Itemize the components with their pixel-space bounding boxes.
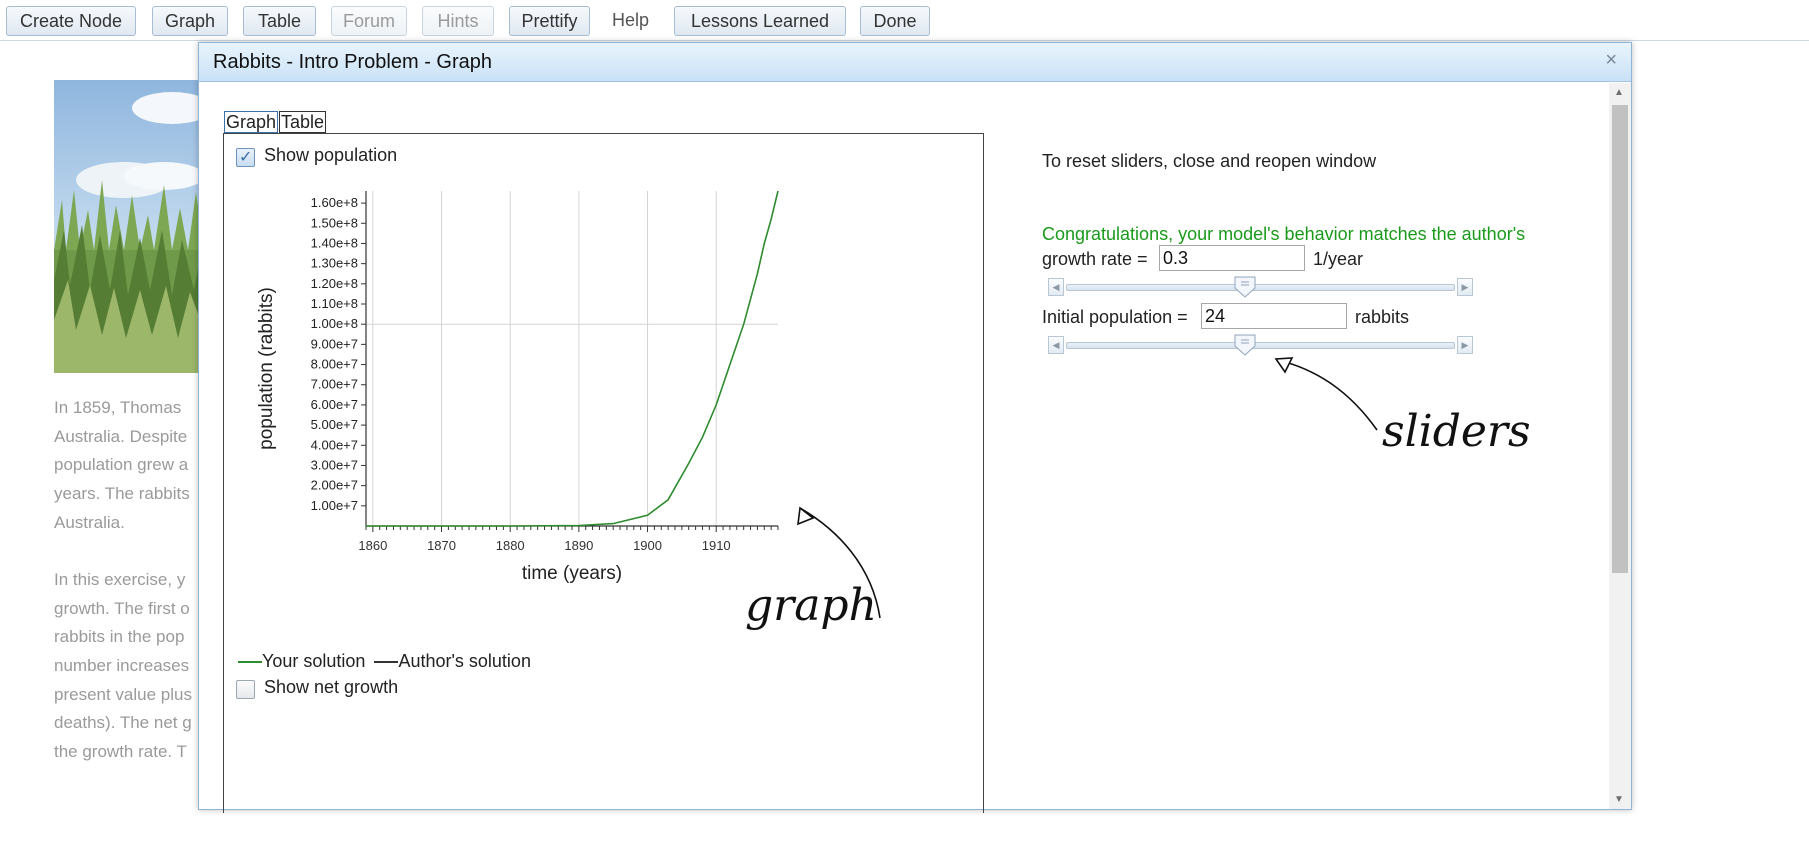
graph-arrow xyxy=(799,507,881,619)
exercise-line: In this exercise, y xyxy=(54,570,186,589)
exercise-line: growth. The first o xyxy=(54,598,190,618)
graph-button[interactable]: Graph xyxy=(152,6,228,36)
dialog-title: Rabbits - Intro Problem - Graph xyxy=(213,51,492,73)
initial-population-unit: rabbits xyxy=(1355,307,1410,327)
intro-line: population grew a xyxy=(54,455,189,475)
slider-right-arrow-icon[interactable]: ▶ xyxy=(1457,336,1473,354)
initial-population-input[interactable] xyxy=(1201,303,1347,329)
y-tick-label: 5.00e+7 xyxy=(311,417,358,432)
your-solution-line xyxy=(366,190,779,527)
scroll-down-arrow-icon[interactable]: ▼ xyxy=(1614,794,1624,805)
y-tick-label: 6.00e+7 xyxy=(311,397,358,412)
x-tick-label: 1870 xyxy=(427,538,456,553)
show-net-growth-label: Show net growth xyxy=(264,677,399,697)
y-tick-label: 3.00e+7 xyxy=(311,457,358,472)
prettify-button[interactable]: Prettify xyxy=(509,6,590,36)
legend-your-solution: Your solution xyxy=(262,651,366,671)
your-solution-swatch xyxy=(238,661,262,664)
slider-left-arrow-icon[interactable]: ◀ xyxy=(1048,278,1064,296)
create-node-button[interactable]: Create Node xyxy=(6,6,136,36)
exercise-line: rabbits in the pop xyxy=(54,627,185,647)
vertical-scrollbar[interactable]: ▲ ▼ xyxy=(1609,83,1631,809)
growth-rate-label: growth rate = xyxy=(1042,249,1148,269)
sliders-annotation: sliders xyxy=(1382,406,1531,457)
tab-table[interactable]: Table xyxy=(279,111,327,133)
y-tick-label: 1.40e+8 xyxy=(311,235,358,250)
table-button[interactable]: Table xyxy=(243,6,316,36)
x-tick-label: 1890 xyxy=(564,538,593,553)
slider-right-arrow-icon[interactable]: ▶ xyxy=(1457,278,1473,296)
exercise-line: present value plus xyxy=(54,684,192,704)
y-tick-label: 1.00e+8 xyxy=(311,316,358,331)
dialog-titlebar[interactable]: Rabbits - Intro Problem - Graph × xyxy=(199,43,1631,82)
close-icon[interactable]: × xyxy=(1605,49,1617,71)
scroll-up-arrow-icon[interactable]: ▲ xyxy=(1614,87,1624,98)
exercise-line: number increases xyxy=(54,656,190,676)
sliders-arrow xyxy=(1277,359,1378,431)
rabbit-photo xyxy=(54,80,204,373)
growth-rate-input[interactable] xyxy=(1159,245,1305,271)
lessons-learned-button[interactable]: Lessons Learned xyxy=(674,6,846,36)
exercise-paragraph: In this exercise, y growth. The first o … xyxy=(54,566,204,767)
x-tick-label: 1900 xyxy=(633,538,662,553)
top-toolbar: Create Node Graph Table Forum Hints Pret… xyxy=(0,0,1809,41)
x-tick-label: 1880 xyxy=(496,538,525,553)
y-tick-label: 8.00e+7 xyxy=(311,357,358,372)
y-tick-label: 1.60e+8 xyxy=(311,195,358,210)
y-tick-label: 7.00e+7 xyxy=(311,377,358,392)
help-link[interactable]: Help xyxy=(612,10,650,30)
checkmark-icon: ✓ xyxy=(239,149,253,166)
y-tick-label: 1.30e+8 xyxy=(311,256,358,271)
x-axis-title: time (years) xyxy=(522,563,622,584)
growth-rate-slider[interactable]: ◀ ▶ xyxy=(1048,276,1473,298)
y-tick-label: 2.00e+7 xyxy=(311,478,358,493)
forum-button[interactable]: Forum xyxy=(331,6,407,36)
legend-author-solution: Author's solution xyxy=(398,651,531,671)
intro-line: Australia. xyxy=(54,512,125,532)
intro-line: In 1859, Thomas xyxy=(54,398,182,417)
y-axis-title: population (rabbits) xyxy=(256,287,277,450)
y-tick-label: 1.20e+8 xyxy=(311,276,358,291)
slider-thumb-icon[interactable] xyxy=(1234,334,1256,356)
y-tick-label: 4.00e+7 xyxy=(311,437,358,452)
x-tick-label: 1910 xyxy=(702,538,731,553)
slider-left-arrow-icon[interactable]: ◀ xyxy=(1048,336,1064,354)
slider-track[interactable] xyxy=(1066,284,1455,291)
done-button[interactable]: Done xyxy=(860,6,930,36)
author-solution-swatch xyxy=(374,661,399,664)
graph-panel: ✓ Show population 1860 1870 1880 1890 1900 19… xyxy=(223,133,984,813)
initial-population-slider[interactable]: ◀ ▶ xyxy=(1048,334,1473,356)
success-message: Congratulations, your model's behavior m… xyxy=(1042,224,1526,244)
tab-graph[interactable]: Graph xyxy=(224,111,279,133)
graph-arrowhead-icon xyxy=(797,506,815,526)
exercise-line: the growth rate. T xyxy=(54,742,187,762)
y-tick-label: 9.00e+7 xyxy=(311,336,358,351)
slider-track[interactable] xyxy=(1066,342,1455,349)
initial-population-label: Initial population = xyxy=(1042,307,1188,327)
intro-line: years. The rabbits xyxy=(54,484,190,504)
graph-annotation: graph xyxy=(745,580,877,631)
scrollbar-thumb[interactable] xyxy=(1612,105,1628,573)
show-population-checkbox[interactable]: ✓ xyxy=(236,148,255,167)
slider-thumb-icon[interactable] xyxy=(1234,276,1256,298)
x-tick-label: 1860 xyxy=(358,538,387,553)
y-tick-label: 1.50e+8 xyxy=(311,215,358,230)
graph-dialog: Rabbits - Intro Problem - Graph × ▲ ▼ Gr… xyxy=(198,42,1632,813)
y-tick-label: 1.10e+8 xyxy=(311,296,358,311)
sliders-arrowhead-icon xyxy=(1274,357,1294,374)
exercise-line: deaths). The net g xyxy=(54,713,192,733)
show-population-label: Show population xyxy=(264,145,398,165)
hints-button[interactable]: Hints xyxy=(422,6,494,36)
show-net-growth-checkbox[interactable] xyxy=(236,680,255,699)
population-chart: 1860 1870 1880 1890 1900 1910 1.00e+7 2.00e+7 3.… xyxy=(256,190,779,584)
chart-legend: Your solution Author's solution xyxy=(238,651,531,672)
y-tick-label: 1.00e+7 xyxy=(311,498,358,513)
growth-rate-unit: 1/year xyxy=(1313,249,1364,269)
intro-line: Australia. Despite xyxy=(54,426,188,446)
intro-paragraph: In 1859, Thomas Australia. Despite popul… xyxy=(54,394,204,537)
reset-note: To reset sliders, close and reopen windo… xyxy=(1042,151,1377,171)
